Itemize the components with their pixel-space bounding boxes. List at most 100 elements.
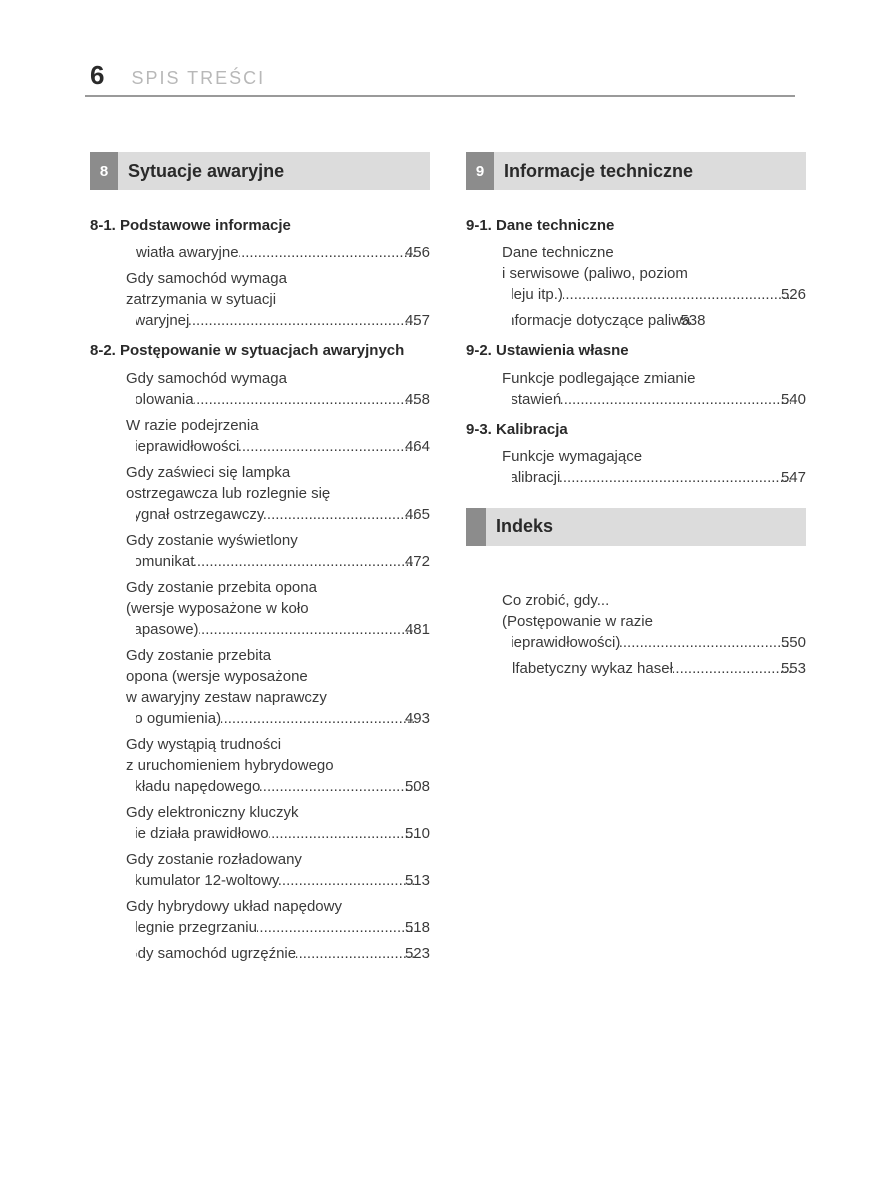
toc-entry: Alfabetyczny wykaz haseł................… — [466, 658, 806, 679]
toc-dot-leader: ........................................… — [221, 708, 415, 729]
toc-entry-last-line: nieprawidłowości).......................… — [512, 632, 806, 653]
toc-entry-text: sygnał ostrzegawczy — [136, 504, 264, 525]
toc-entry-text: Informacje dotyczące paliwa — [512, 310, 690, 331]
toc-dot-leader: ........................................… — [239, 436, 415, 457]
index-tab — [466, 508, 486, 546]
toc-dot-leader: ........................................… — [296, 943, 415, 964]
toc-dot-leader: ........................................… — [264, 504, 415, 525]
toc-entry-last-line: Alfabetyczny wykaz haseł................… — [512, 658, 806, 679]
toc-entry-line: Gdy zostanie przebita opona — [136, 577, 430, 598]
toc-page-ref: 458 — [415, 389, 430, 410]
toc-page-ref: 508 — [415, 776, 430, 797]
toc-dot-leader: ........................................… — [189, 310, 415, 331]
toc-entry-line: Gdy zostanie rozładowany — [136, 849, 430, 870]
section-heading: 9-3. Kalibracja — [466, 420, 806, 440]
toc-entry: Gdy zostanie rozładowanyakumulator 12-wo… — [90, 849, 430, 891]
toc-page-ref: 526 — [791, 284, 806, 305]
toc-entry-line: z uruchomieniem hybrydowego — [136, 755, 430, 776]
header-title: SPIS TREŚCI — [131, 68, 265, 89]
toc-page-ref: 547 — [791, 467, 806, 488]
section-heading: 8-1. Podstawowe informacje — [90, 216, 430, 236]
toc-entry-text: awaryjnej — [136, 310, 189, 331]
toc-dot-leader: ........................................… — [257, 917, 415, 938]
chapter-9-tab: 9 — [466, 152, 494, 190]
toc-entry: Co zrobić, gdy...(Postępowanie w razieni… — [466, 590, 806, 653]
toc-dot-leader: ........................................… — [194, 551, 415, 572]
toc-entry: Gdy wystąpią trudnościz uruchomieniem hy… — [90, 734, 430, 797]
toc-entry-line: Gdy wystąpią trudności — [136, 734, 430, 755]
toc-entry: Światła awaryjne........................… — [90, 242, 430, 263]
toc-entry: Funkcje wymagającekalibracji............… — [466, 446, 806, 488]
toc-entry-line: zatrzymania w sytuacji — [136, 289, 430, 310]
toc-entry: Dane technicznei serwisowe (paliwo, pozi… — [466, 242, 806, 305]
toc-page-ref: 481 — [415, 619, 430, 640]
toc-page-ref: 538 — [690, 310, 705, 331]
section-heading: 9-1. Dane techniczne — [466, 216, 806, 236]
toc-entry-line: Gdy zostanie przebita — [136, 645, 430, 666]
index-title: Indeks — [486, 508, 806, 546]
chapter-8-box: 8 Sytuacje awaryjne — [90, 152, 430, 190]
toc-entry: Informacje dotyczące paliwa ..538 — [466, 310, 806, 331]
toc-entry-last-line: nieprawidłowości........................… — [136, 436, 430, 457]
toc-entry-last-line: do ogumienia)...........................… — [136, 708, 430, 729]
chapter-8-title: Sytuacje awaryjne — [118, 152, 430, 190]
index-entries: Co zrobić, gdy...(Postępowanie w razieni… — [466, 590, 806, 679]
toc-entry-line: w awaryjny zestaw naprawczy — [136, 687, 430, 708]
toc-entry-line: opona (wersje wyposażone — [136, 666, 430, 687]
toc-entry: Gdy elektroniczny kluczyknie działa praw… — [90, 802, 430, 844]
chapter-9-title: Informacje techniczne — [494, 152, 806, 190]
toc-entry-line: Gdy elektroniczny kluczyk — [136, 802, 430, 823]
toc-page-ref: 523 — [415, 943, 430, 964]
toc-entry-last-line: kalibracji..............................… — [512, 467, 806, 488]
right-sections: 9-1. Dane techniczne Dane technicznei ser… — [466, 216, 806, 488]
toc-entry-last-line: holowania...............................… — [136, 389, 430, 410]
toc-entry-last-line: ustawień................................… — [512, 389, 806, 410]
page-number: 6 — [90, 60, 103, 91]
toc-entry-line: ostrzegawcza lub rozlegnie się — [136, 483, 430, 504]
toc-entry: W razie podejrzenianieprawidłowości.....… — [90, 415, 430, 457]
page-header: 6 SPIS TREŚCI — [90, 60, 825, 91]
toc-entry-last-line: komunikat...............................… — [136, 551, 430, 572]
toc-entry-line: Gdy samochód wymaga — [136, 268, 430, 289]
toc-page-ref: 518 — [415, 917, 430, 938]
toc-entry-text: Światła awaryjne — [136, 242, 239, 263]
toc-entry-line: Gdy zaświeci się lampka — [136, 462, 430, 483]
toc-entry-last-line: sygnał ostrzegawczy.....................… — [136, 504, 430, 525]
toc-entry-text: nie działa prawidłowo — [136, 823, 269, 844]
section-heading: 9-2. Ustawienia własne — [466, 341, 806, 361]
toc-entry: Gdy zaświeci się lampkaostrzegawcza lub … — [90, 462, 430, 525]
toc-entry-last-line: nie działa prawidłowo...................… — [136, 823, 430, 844]
content-columns: 8 Sytuacje awaryjne 8-1. Podstawowe info… — [90, 152, 825, 969]
toc-dot-leader: ........................................… — [561, 389, 791, 410]
toc-page-ref: 540 — [791, 389, 806, 410]
toc-entry-text: akumulator 12-woltowy — [136, 870, 279, 891]
toc-entry-line: i serwisowe (paliwo, poziom — [512, 263, 806, 284]
toc-entry-text: oleju itp.) — [512, 284, 563, 305]
toc-entry: Funkcje podlegające zmianieustawień.....… — [466, 368, 806, 410]
toc-entry-line: Co zrobić, gdy... — [512, 590, 806, 611]
toc-entry: Gdy samochód wymagaholowania............… — [90, 368, 430, 410]
left-column: 8 Sytuacje awaryjne 8-1. Podstawowe info… — [90, 152, 430, 969]
toc-entry-last-line: Gdy samochód ugrzęźnie..................… — [136, 943, 430, 964]
toc-entry: Gdy zostanie wyświetlonykomunikat.......… — [90, 530, 430, 572]
chapter-9-box: 9 Informacje techniczne — [466, 152, 806, 190]
toc-dot-leader: ........................................… — [563, 284, 791, 305]
toc-entry: Gdy zostanie przebitaopona (wersje wypos… — [90, 645, 430, 729]
toc-dot-leader: ........................................… — [279, 870, 415, 891]
toc-dot-leader: ........................................… — [260, 776, 415, 797]
toc-dot-leader: ........................................… — [269, 823, 415, 844]
toc-entry-line: Funkcje podlegające zmianie — [512, 368, 806, 389]
toc-dot-leader: ........................................… — [560, 467, 791, 488]
toc-dot-leader: ........................................… — [620, 632, 791, 653]
toc-entry-line: (wersje wyposażone w koło — [136, 598, 430, 619]
toc-page-ref: 510 — [415, 823, 430, 844]
index-box: Indeks — [466, 508, 806, 546]
toc-entry-text: ustawień — [512, 389, 561, 410]
toc-entry-text: układu napędowego — [136, 776, 260, 797]
toc-entry-text: nieprawidłowości — [136, 436, 239, 457]
toc-entry: Gdy samochód wymagazatrzymania w sytuacj… — [90, 268, 430, 331]
chapter-8-tab: 8 — [90, 152, 118, 190]
toc-entry-text: Alfabetyczny wykaz haseł — [512, 658, 673, 679]
toc-entry-text: nieprawidłowości) — [512, 632, 620, 653]
toc-entry-text: do ogumienia) — [136, 708, 221, 729]
